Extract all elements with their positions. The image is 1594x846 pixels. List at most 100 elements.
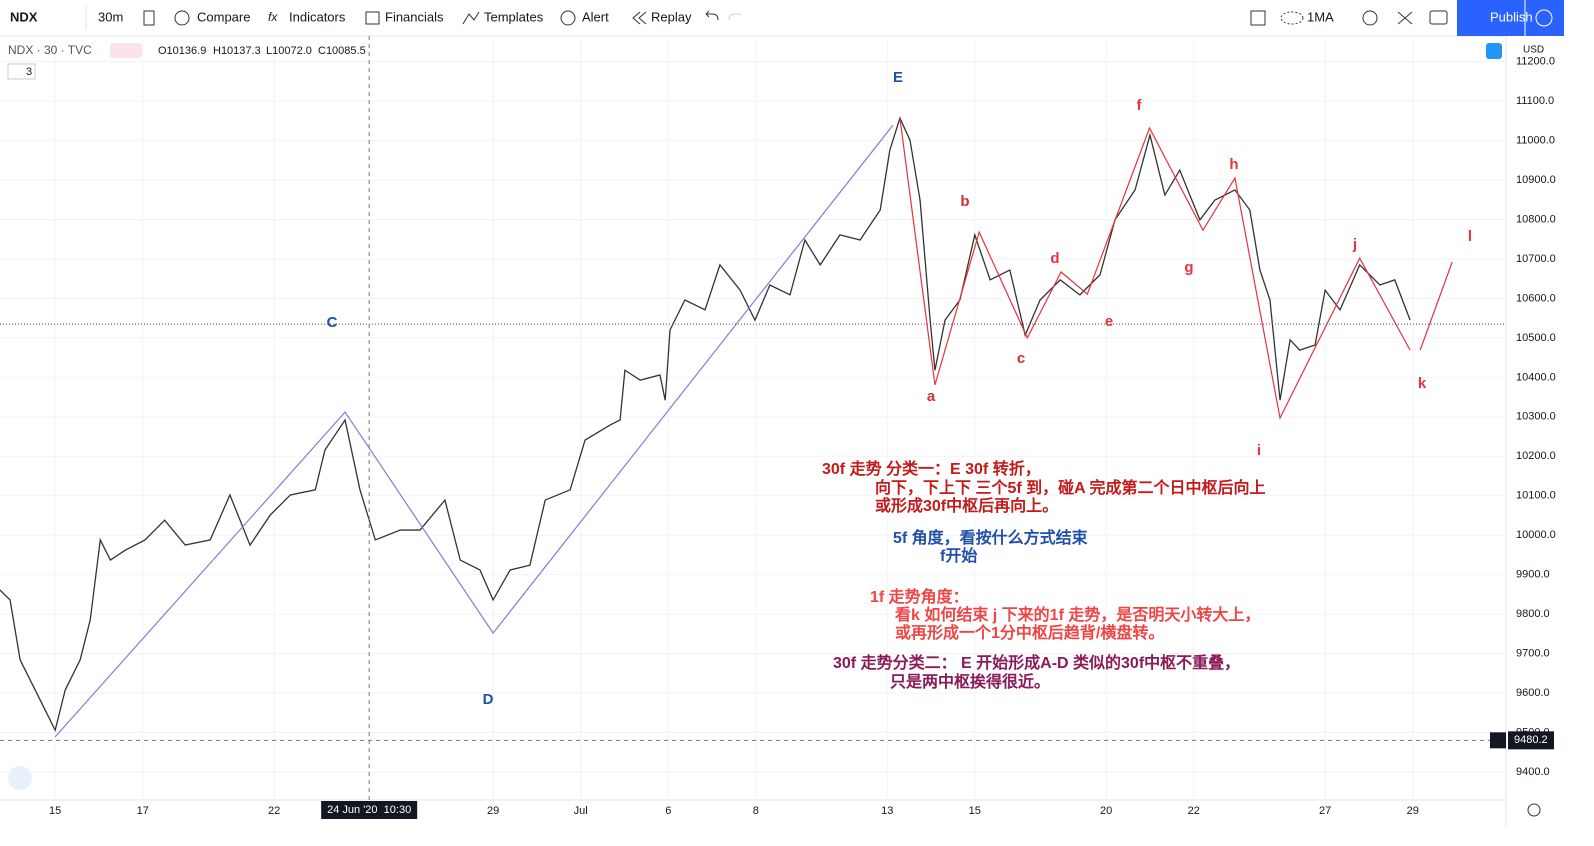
layout-icon[interactable] [1250,10,1266,26]
wave-line [1419,261,1453,351]
wave-label: i [1257,442,1261,459]
y-tick-label: 11200.0 [1516,56,1555,68]
compare[interactable]: Compare [197,9,250,24]
x-tick-label: 8 [753,805,759,817]
currency[interactable]: USD [1523,45,1544,56]
x-tick-label: 15 [969,805,981,817]
legend-close: C10085.5 [318,45,366,57]
layout-name[interactable]: 1MA [1307,9,1334,24]
y-tick-label: 9900.0 [1516,569,1550,581]
wave-label: a [927,388,936,405]
wave-label: g [1184,259,1193,276]
wave-label: j [1352,236,1357,253]
stream-icon[interactable] [1535,9,1553,27]
indicators-icon: fx [268,10,278,24]
y-tick-label: 9800.0 [1516,608,1550,620]
y-tick-label: 10000.0 [1516,529,1556,541]
wave-label: c [1017,350,1025,367]
crosshair-plus [1490,732,1506,749]
financials-icon [365,11,380,25]
annotation: 30f 走势分类二： E 开始形成A-D 类似的30f中枢不重叠， [833,653,1240,672]
candle-icon[interactable] [143,10,155,26]
fullscreen[interactable] [1397,11,1413,25]
crosshair-y-label: 9480.2 [1514,734,1548,746]
annotation: 1f 走势角度： [870,587,969,606]
compare-icon [174,10,190,26]
x-tick-label: 29 [487,805,499,817]
annotation: 或形成30f中枢后再向上。 [875,496,1058,515]
y-tick-label: 9700.0 [1516,647,1550,659]
symbol[interactable]: NDX [10,9,38,24]
price-line [0,116,1411,733]
publish[interactable]: Publish [1490,9,1533,24]
legend-badge [110,43,142,58]
axis-settings[interactable] [1527,803,1541,817]
x-tick-label: 22 [268,805,280,817]
y-tick-label: 10800.0 [1516,213,1556,225]
indicators[interactable]: Indicators [289,9,346,24]
wave-line [54,124,894,738]
annotation: 5f 角度，看按什么方式结束 [893,528,1089,547]
x-tick-label: 17 [137,805,149,817]
annotation: 或再形成一个1分中枢后趋背/横盘转。 [895,623,1164,642]
alert[interactable]: Alert [582,9,609,24]
price-axis [1506,36,1564,826]
y-tick-label: 9600.0 [1516,687,1550,699]
legend-count[interactable]: 3 [26,66,32,78]
wave-label: E [893,69,903,86]
wave-label: e [1105,313,1113,330]
interval[interactable]: 30m [98,9,123,24]
x-tick-label: 22 [1188,805,1200,817]
y-tick-label: 10100.0 [1516,490,1556,502]
y-tick-label: 10900.0 [1516,174,1556,186]
auto-scale[interactable] [1486,43,1502,59]
redo[interactable] [728,13,741,21]
y-tick-label: 11000.0 [1516,134,1555,146]
annotation: 30f 走势 分类一：E 30f 转折， [822,459,1041,478]
annotation: 只是两中枢挨得很近。 [890,672,1050,691]
annotation: 看k 如何结束 j 下来的1f 走势，是否明天小转大上， [894,605,1260,624]
cloud-icon [1280,11,1304,25]
wave-label: C [327,314,338,331]
undo[interactable] [705,10,719,21]
x-tick-label: Jul [574,805,588,817]
x-tick-label: 15 [49,805,61,817]
x-tick-label: 6 [665,805,671,817]
legend-toggle[interactable] [7,63,36,80]
logo[interactable] [8,766,32,790]
crosshair-x-box [321,801,418,819]
legend-title: NDX · 30 · TVC [8,43,92,57]
replay[interactable]: Replay [651,9,692,24]
y-tick-label: 9400.0 [1516,766,1550,778]
annotation: 向下，下上下 三个5f 到，碰A 完成第二个日中枢后向上 [875,478,1266,497]
wave-label: h [1229,156,1238,173]
y-tick-label: 10300.0 [1516,411,1556,423]
x-tick-label: 27 [1319,805,1331,817]
y-tick-label: 11100.0 [1516,95,1554,107]
y-tick-label: 10700.0 [1516,253,1556,265]
y-tick-label: 10400.0 [1516,371,1556,383]
wave-label: l [1468,228,1472,245]
y-tick-label: 10200.0 [1516,450,1556,462]
wave-label: k [1418,375,1427,392]
templates[interactable]: Templates [484,9,544,24]
x-tick-label: 29 [1407,805,1419,817]
wave-label: f [1137,97,1143,114]
plot: 9400.09500.09600.09700.09800.09900.01000… [0,36,1564,826]
publish-button[interactable] [1457,0,1564,36]
replay-icon [632,11,647,25]
wave-label: b [960,193,969,210]
financials[interactable]: Financials [385,9,444,24]
settings[interactable] [1362,10,1378,26]
templates-icon [462,11,480,25]
x-tick-label: 13 [881,805,893,817]
legend-high: H10137.3 [213,45,261,57]
y-tick-label: 10600.0 [1516,292,1556,304]
wave-label: d [1050,250,1059,267]
snapshot[interactable] [1429,10,1448,25]
alert-icon [560,10,576,26]
legend-open: O10136.9 [158,45,206,57]
y-tick-label: 10500.0 [1516,332,1556,344]
